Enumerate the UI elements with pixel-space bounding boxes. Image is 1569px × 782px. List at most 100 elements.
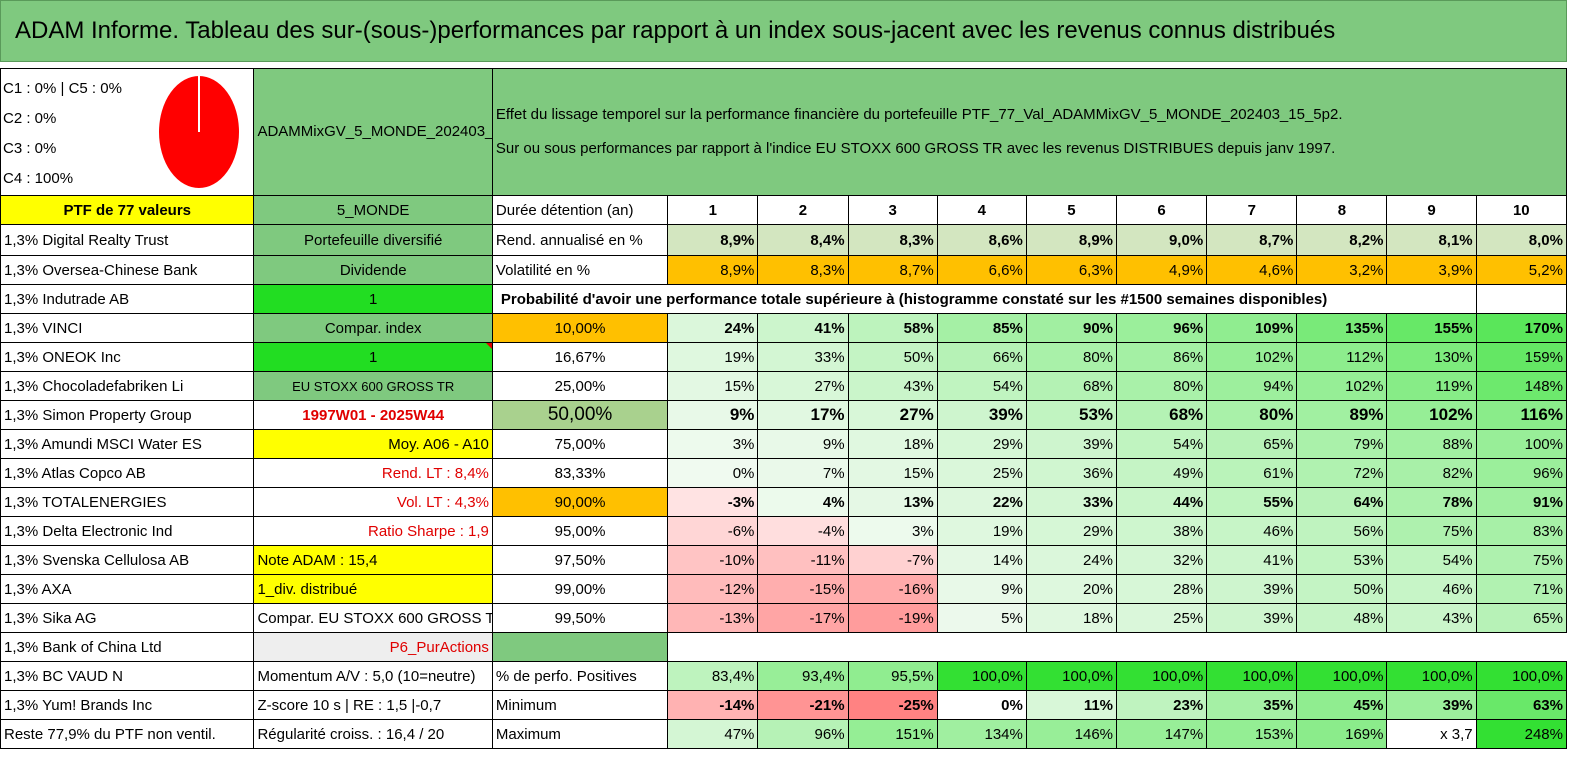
blank-cell bbox=[668, 633, 1567, 662]
info-cell: EU STOXX 600 GROSS TR bbox=[253, 371, 493, 401]
ptf-count: PTF de 77 valeurs bbox=[0, 195, 255, 225]
positive-pct-value: 100,0% bbox=[1116, 661, 1208, 691]
vol-value: 8,9% bbox=[667, 255, 759, 285]
probability-value: -10% bbox=[667, 545, 759, 575]
legend-c4: C4 : 100% bbox=[3, 169, 74, 187]
year-header: 4 bbox=[936, 195, 1027, 225]
probability-value: 75% bbox=[1475, 545, 1568, 575]
holding-row-label: 1,3% Atlas Copco AB bbox=[0, 458, 255, 488]
probability-value: 18% bbox=[847, 429, 938, 459]
probability-value: 100% bbox=[1475, 429, 1568, 459]
probability-value: 9% bbox=[667, 400, 759, 430]
probability-value: 39% bbox=[1206, 574, 1298, 604]
year-header: 9 bbox=[1386, 195, 1477, 225]
info-cell: Momentum A/V : 5,0 (10=neutre) bbox=[253, 661, 493, 691]
region: 5_MONDE bbox=[253, 195, 493, 225]
probability-value: 29% bbox=[936, 429, 1027, 459]
vol-value: 6,6% bbox=[936, 255, 1027, 285]
positive-pct-value: 100,0% bbox=[1296, 661, 1388, 691]
minimum-value: 39% bbox=[1386, 690, 1477, 720]
probability-value: 116% bbox=[1475, 400, 1568, 430]
probability-value: 28% bbox=[1116, 574, 1208, 604]
probability-value: -16% bbox=[847, 574, 938, 604]
probability-value: 27% bbox=[757, 371, 849, 401]
probability-value: 20% bbox=[1025, 574, 1118, 604]
probability-value: 86% bbox=[1116, 342, 1208, 372]
probability-value: 109% bbox=[1206, 313, 1298, 343]
probability-threshold: 97,50% bbox=[491, 545, 669, 575]
holding-row-label: 1,3% ONEOK Inc bbox=[0, 342, 255, 372]
probability-threshold: 99,50% bbox=[491, 603, 669, 633]
allocation-pie-chart bbox=[157, 73, 241, 190]
year-header: 10 bbox=[1475, 195, 1568, 225]
holding-row-label: Reste 77,9% du PTF non ventil. bbox=[0, 719, 255, 749]
probability-value: 88% bbox=[1386, 429, 1477, 459]
probability-value: 39% bbox=[1025, 429, 1118, 459]
maximum-value: 134% bbox=[936, 719, 1027, 749]
probability-value: 53% bbox=[1296, 545, 1388, 575]
description-line-2: Sur ou sous performances par rapport à l… bbox=[495, 140, 1336, 157]
probability-value: 39% bbox=[936, 400, 1027, 430]
holding-row-label: 1,3% Simon Property Group bbox=[0, 400, 255, 430]
holding-row-label: 1,3% Chocoladefabriken Li bbox=[0, 371, 255, 401]
rend-value: 8,7% bbox=[1206, 224, 1298, 256]
probability-value: 54% bbox=[1386, 545, 1477, 575]
probability-value: -11% bbox=[757, 545, 849, 575]
pie-legend-cell: C1 : 0% | C5 : 0% C2 : 0% C3 : 0% C4 : 100% bbox=[0, 68, 255, 196]
probability-value: 96% bbox=[1116, 313, 1208, 343]
positive-pct-value: 100,0% bbox=[1386, 661, 1477, 691]
probability-value: 130% bbox=[1386, 342, 1477, 372]
probability-value: 85% bbox=[936, 313, 1027, 343]
holding-row-label: 1,3% Sika AG bbox=[0, 603, 255, 633]
holding-row-label: 1,3% Indutrade AB bbox=[0, 284, 255, 314]
vol-value: 3,2% bbox=[1296, 255, 1388, 285]
holding-row-label: 1,3% Digital Realty Trust bbox=[0, 224, 255, 256]
vol-value: 8,3% bbox=[757, 255, 849, 285]
info-cell: 1 bbox=[253, 342, 493, 372]
minimum-value: 0% bbox=[936, 690, 1027, 720]
legend-c1c5: C1 : 0% | C5 : 0% bbox=[3, 79, 122, 97]
rend-value: 8,6% bbox=[936, 224, 1027, 256]
probability-threshold: 90,00% bbox=[491, 487, 669, 517]
probability-threshold: 10,00% bbox=[491, 313, 669, 343]
probability-threshold: 75,00% bbox=[491, 429, 669, 459]
rend-value: 8,3% bbox=[847, 224, 938, 256]
minimum-value: 45% bbox=[1296, 690, 1388, 720]
probability-value: 4% bbox=[757, 487, 849, 517]
empty-cell bbox=[1475, 284, 1568, 314]
probability-value: 65% bbox=[1206, 429, 1298, 459]
probability-value: 19% bbox=[667, 342, 759, 372]
positive-pct-value: 93,4% bbox=[757, 661, 849, 691]
probability-value: 80% bbox=[1206, 400, 1298, 430]
probability-value: 71% bbox=[1475, 574, 1568, 604]
probability-value: 68% bbox=[1116, 400, 1208, 430]
probability-value: 80% bbox=[1025, 342, 1118, 372]
probability-value: 54% bbox=[1116, 429, 1208, 459]
probability-value: 89% bbox=[1296, 400, 1388, 430]
probability-value: 68% bbox=[1025, 371, 1118, 401]
minimum-value: 63% bbox=[1475, 690, 1568, 720]
maximum-value: x 3,7 bbox=[1386, 719, 1477, 749]
probability-value: 102% bbox=[1206, 342, 1298, 372]
maximum-value: 96% bbox=[757, 719, 849, 749]
holding-row-label: 1,3% Oversea-Chinese Bank bbox=[0, 255, 255, 285]
minimum-value: 35% bbox=[1206, 690, 1298, 720]
year-header: 7 bbox=[1206, 195, 1298, 225]
rend-label: Rend. annualisé en % bbox=[491, 224, 669, 256]
info-cell: 1_div. distribué bbox=[253, 574, 493, 604]
year-header: 3 bbox=[847, 195, 938, 225]
probability-value: 61% bbox=[1206, 458, 1298, 488]
probability-value: 119% bbox=[1386, 371, 1477, 401]
probability-value: -4% bbox=[757, 516, 849, 546]
divider bbox=[0, 62, 1569, 68]
probability-value: 72% bbox=[1296, 458, 1388, 488]
probability-value: 39% bbox=[1206, 603, 1298, 633]
probability-value: 155% bbox=[1386, 313, 1477, 343]
info-cell: Régularité croiss. : 16,4 / 20 bbox=[253, 719, 493, 749]
info-cell: Z-score 10 s | RE : 1,5 |-0,7 bbox=[253, 690, 493, 720]
prob-label: Probabilité d'avoir une performance tota… bbox=[491, 284, 1477, 314]
year-header: 6 bbox=[1116, 195, 1208, 225]
description-line-1: Effet du lissage temporel sur la perform… bbox=[495, 106, 1343, 123]
minimum-value: 11% bbox=[1025, 690, 1118, 720]
info-cell: Ratio Sharpe : 1,9 bbox=[253, 516, 493, 546]
